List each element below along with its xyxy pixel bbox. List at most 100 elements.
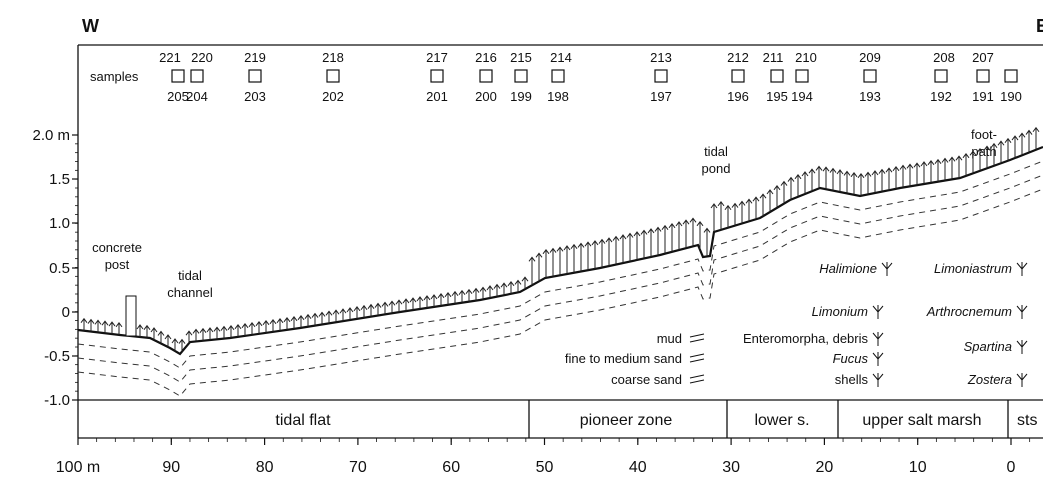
annotation: concrete bbox=[92, 240, 142, 255]
x-tick-label: 50 bbox=[536, 459, 554, 476]
legend-symbol bbox=[1017, 305, 1027, 319]
vegetation bbox=[438, 294, 444, 306]
vegetation bbox=[256, 322, 262, 334]
sample-bottom: 204 bbox=[186, 89, 208, 104]
legend-plant: Limoniastrum bbox=[934, 261, 1012, 276]
sample-bottom: 194 bbox=[791, 89, 813, 104]
vegetation bbox=[81, 319, 87, 331]
vegetation bbox=[480, 287, 486, 299]
vegetation bbox=[200, 329, 206, 341]
annotation: tidal bbox=[178, 268, 202, 283]
vegetation bbox=[585, 242, 591, 270]
legend-plant: Halimione bbox=[819, 261, 877, 276]
vegetation bbox=[669, 224, 675, 252]
vegetation bbox=[886, 168, 892, 190]
sample-top: 214 bbox=[550, 50, 572, 65]
vegetation bbox=[382, 302, 388, 314]
vegetation bbox=[599, 240, 605, 268]
vegetation bbox=[368, 305, 374, 317]
vegetation bbox=[410, 298, 416, 310]
profile-diagram: W E samples 2212202192182172162152142132… bbox=[0, 0, 1043, 477]
vegetation bbox=[501, 283, 507, 295]
vegetation bbox=[900, 166, 906, 188]
vegetation bbox=[858, 174, 864, 196]
vegetation bbox=[116, 323, 122, 335]
vegetation bbox=[872, 171, 878, 193]
vegetation bbox=[1026, 131, 1032, 153]
legend-symbol bbox=[1017, 262, 1027, 276]
vegetation bbox=[263, 321, 269, 333]
sample-box bbox=[864, 70, 876, 82]
legend-symbol bbox=[690, 375, 704, 383]
vegetation bbox=[389, 301, 395, 313]
legend-symbol bbox=[690, 334, 704, 342]
annotation: path bbox=[971, 144, 996, 159]
x-tick-label: 40 bbox=[629, 459, 647, 476]
vegetation bbox=[193, 329, 199, 341]
sample-top: 220 bbox=[191, 50, 213, 65]
annotation: post bbox=[105, 257, 130, 272]
sample-box bbox=[327, 70, 339, 82]
vegetation bbox=[221, 327, 227, 339]
east-label: E bbox=[1036, 16, 1043, 36]
sediment-layer bbox=[78, 175, 1043, 382]
vegetation bbox=[445, 293, 451, 305]
x-tick-label: 100 m bbox=[56, 459, 100, 476]
vegetation bbox=[739, 201, 745, 223]
legend-symbol bbox=[1017, 373, 1027, 387]
sample-top: 212 bbox=[727, 50, 749, 65]
vegetation bbox=[823, 167, 829, 189]
vegetation bbox=[326, 311, 332, 323]
vegetation bbox=[277, 319, 283, 331]
sample-box bbox=[191, 70, 203, 82]
vegetation bbox=[417, 297, 423, 309]
legend-symbol bbox=[873, 332, 883, 346]
vegetation bbox=[613, 237, 619, 265]
sample-bottom: 203 bbox=[244, 89, 266, 104]
vegetation bbox=[312, 314, 318, 326]
sample-bottom: 201 bbox=[426, 89, 448, 104]
vegetation bbox=[291, 317, 297, 329]
sample-box bbox=[771, 70, 783, 82]
vegetation bbox=[963, 154, 969, 176]
x-tick-label: 70 bbox=[349, 459, 367, 476]
vegetation bbox=[571, 245, 577, 273]
vegetation bbox=[214, 327, 220, 339]
vegetation bbox=[774, 186, 780, 208]
sample-top: 208 bbox=[933, 50, 955, 65]
legend-symbol bbox=[873, 305, 883, 319]
legend-symbol bbox=[882, 262, 892, 276]
sample-box bbox=[249, 70, 261, 82]
vegetation bbox=[1033, 128, 1039, 150]
vegetation bbox=[578, 243, 584, 271]
vegetation bbox=[928, 161, 934, 183]
sample-bottom: 200 bbox=[475, 89, 497, 104]
vegetation bbox=[1005, 139, 1011, 161]
y-tick-label: 1.0 bbox=[49, 215, 70, 232]
vegetation bbox=[396, 300, 402, 312]
vegetation bbox=[704, 228, 710, 256]
vegetation bbox=[403, 299, 409, 311]
vegetation bbox=[347, 308, 353, 320]
sample-box bbox=[172, 70, 184, 82]
sample-box bbox=[977, 70, 989, 82]
vegetation bbox=[879, 170, 885, 192]
vegetation bbox=[1019, 133, 1025, 155]
vegetation bbox=[249, 323, 255, 335]
sample-top: 215 bbox=[510, 50, 532, 65]
zone-label: lower s. bbox=[754, 412, 809, 429]
y-tick-label: -0.5 bbox=[44, 348, 70, 365]
sample-box bbox=[431, 70, 443, 82]
sample-top: 219 bbox=[244, 50, 266, 65]
vegetation bbox=[627, 234, 633, 262]
sample-bottom: 199 bbox=[510, 89, 532, 104]
legend-plant: Spartina bbox=[964, 339, 1012, 354]
vegetation bbox=[487, 286, 493, 298]
vegetation bbox=[333, 310, 339, 322]
sample-box bbox=[732, 70, 744, 82]
sample-box bbox=[552, 70, 564, 82]
vegetation bbox=[816, 166, 822, 188]
x-tick-label: 90 bbox=[162, 459, 180, 476]
vegetation bbox=[907, 164, 913, 186]
sample-top: 218 bbox=[322, 50, 344, 65]
